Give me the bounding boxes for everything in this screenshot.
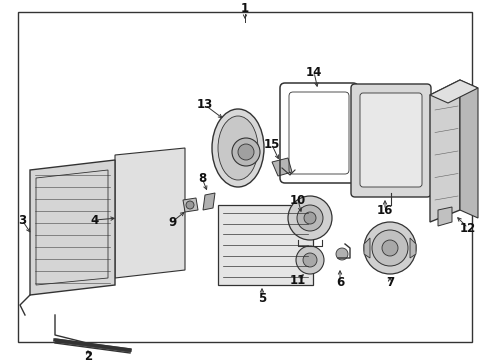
Text: 10: 10: [290, 194, 306, 207]
Text: 8: 8: [198, 171, 206, 184]
Text: 1: 1: [241, 1, 249, 14]
Text: 5: 5: [258, 292, 266, 305]
Text: 16: 16: [377, 203, 393, 216]
Circle shape: [186, 201, 194, 209]
Circle shape: [303, 253, 317, 267]
Text: 12: 12: [460, 221, 476, 234]
Circle shape: [364, 222, 416, 274]
Polygon shape: [272, 158, 292, 176]
Circle shape: [372, 230, 408, 266]
Text: 3: 3: [18, 213, 26, 226]
Polygon shape: [115, 148, 185, 278]
Polygon shape: [430, 80, 478, 103]
Polygon shape: [438, 207, 452, 226]
Circle shape: [304, 212, 316, 224]
Text: 6: 6: [336, 276, 344, 289]
Polygon shape: [364, 238, 370, 258]
Circle shape: [297, 205, 323, 231]
Text: 4: 4: [91, 213, 99, 226]
Circle shape: [288, 196, 332, 240]
FancyBboxPatch shape: [351, 84, 431, 197]
Text: 7: 7: [386, 276, 394, 289]
Ellipse shape: [212, 109, 264, 187]
Polygon shape: [430, 80, 460, 222]
Text: 13: 13: [197, 99, 213, 112]
Polygon shape: [30, 160, 115, 295]
Text: 11: 11: [290, 274, 306, 287]
FancyBboxPatch shape: [360, 93, 422, 187]
Polygon shape: [410, 238, 416, 258]
Circle shape: [336, 248, 348, 260]
Text: 15: 15: [264, 139, 280, 152]
Text: 9: 9: [168, 216, 176, 229]
Polygon shape: [460, 80, 478, 218]
Circle shape: [382, 240, 398, 256]
Polygon shape: [183, 198, 198, 212]
Polygon shape: [203, 193, 215, 210]
Text: 2: 2: [84, 350, 92, 360]
Circle shape: [238, 144, 254, 160]
Circle shape: [296, 246, 324, 274]
Circle shape: [232, 138, 260, 166]
Bar: [218, 205, 313, 285]
Ellipse shape: [218, 116, 258, 180]
Text: 14: 14: [306, 66, 322, 78]
